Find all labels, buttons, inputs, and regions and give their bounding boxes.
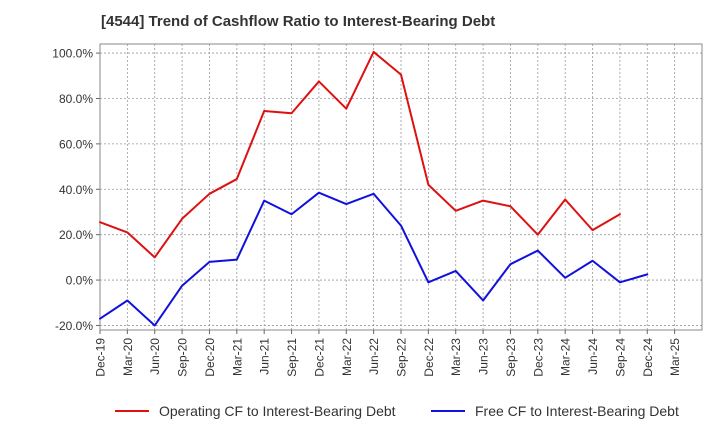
x-tick-label: Mar-25 [668,338,682,376]
y-tick-label: 20.0% [59,228,93,242]
series-line-free-cf [99,191,649,327]
x-tick-label: Jun-23 [477,338,491,375]
x-tick-label: Dec-21 [312,338,326,377]
x-tick-label: Sep-24 [613,338,627,377]
y-tick-label: 100.0% [52,47,93,61]
x-tick-label: Jun-21 [258,338,272,375]
legend-swatch-free-cf [431,410,465,412]
y-tick-label: 60.0% [59,137,93,151]
x-tick-label: Sep-22 [395,338,409,377]
y-tick-label: 40.0% [59,183,93,197]
x-tick-label: Dec-20 [203,338,217,377]
x-tick-label: Mar-23 [449,338,463,376]
x-tick-label: Jun-22 [367,338,381,375]
legend-swatch-operating-cf [115,410,149,412]
x-tick-label: Dec-24 [641,338,655,377]
chart-title: [4544] Trend of Cashflow Ratio to Intere… [101,13,496,30]
legend-label-operating-cf: Operating CF to Interest-Bearing Debt [159,403,396,419]
y-tick-label: -20.0% [55,319,93,333]
x-tick-label: Mar-22 [340,338,354,376]
x-tick-label: Mar-21 [230,338,244,376]
x-tick-label: Jun-24 [586,338,600,375]
series-line-operating-cf [99,50,621,259]
y-tick-label: 0.0% [66,274,94,288]
x-tick-label: Dec-23 [531,338,545,377]
y-tick-label: 80.0% [59,92,93,106]
x-tick-label: Jun-20 [148,338,162,375]
x-tick-label: Sep-23 [504,338,518,377]
x-tick-label: Mar-20 [121,338,135,376]
legend-item-free-cf: Free CF to Interest-Bearing Debt [431,403,679,419]
x-tick-label: Mar-24 [559,338,573,376]
legend-label-free-cf: Free CF to Interest-Bearing Debt [475,403,679,419]
plot-area-border [99,43,703,331]
legend-item-operating-cf: Operating CF to Interest-Bearing Debt [115,403,396,419]
x-tick-label: Dec-22 [422,338,436,377]
x-tick-label: Sep-21 [285,338,299,377]
x-tick-label: Dec-19 [94,338,108,377]
x-tick-label: Sep-20 [176,338,190,377]
